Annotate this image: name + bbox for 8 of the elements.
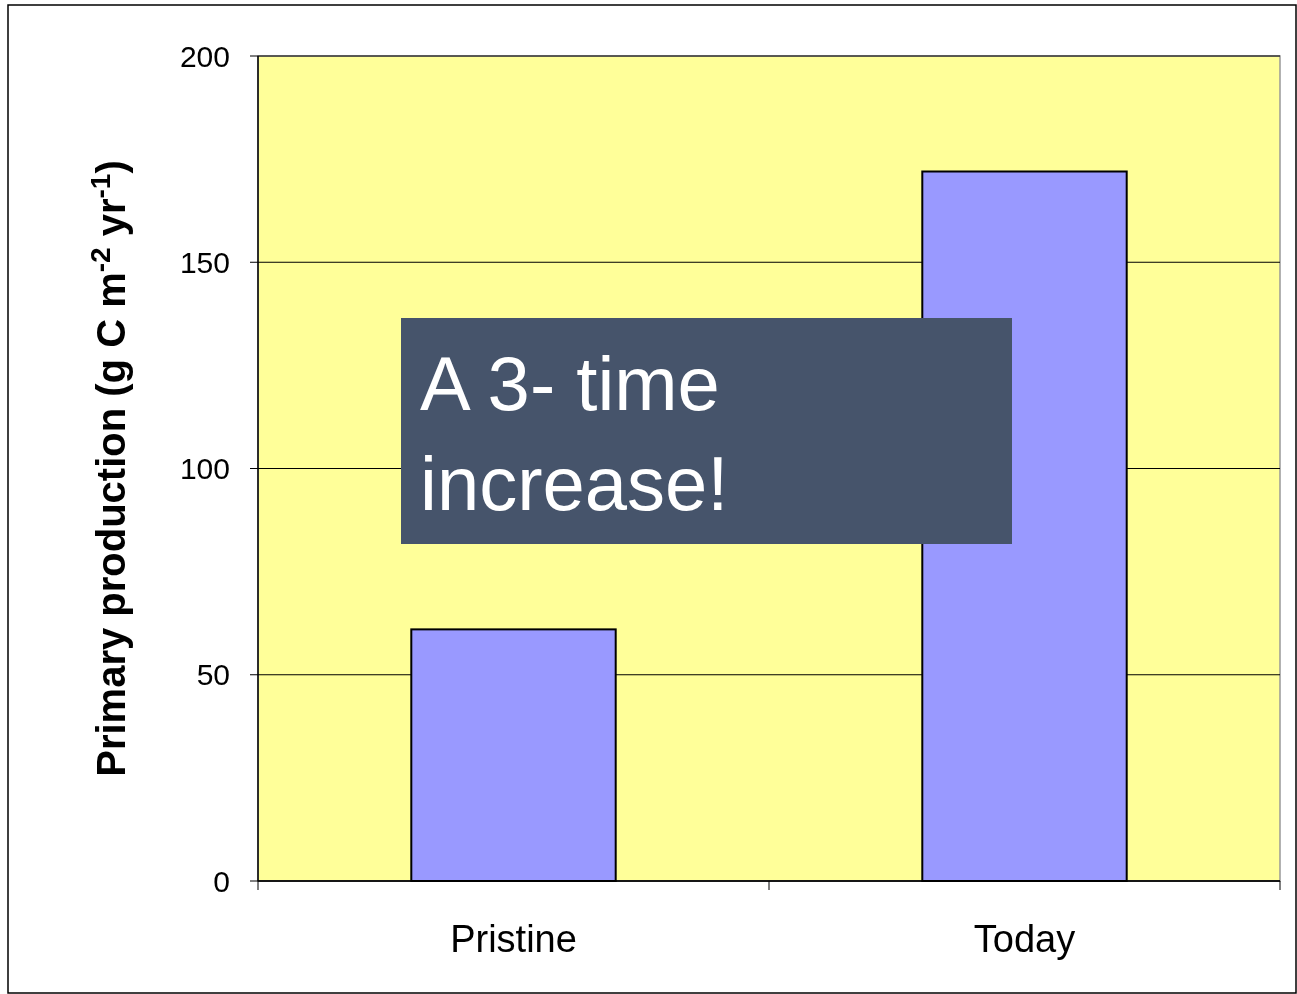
y-tick-label: 150 (179, 245, 230, 279)
x-tick-label: Today (973, 918, 1076, 960)
y-tick-label: 50 (196, 658, 230, 692)
annotation: A 3- time increase! (420, 341, 729, 526)
y-tick-label: 0 (213, 864, 230, 898)
x-tick-label: Pristine (450, 918, 577, 960)
y-tick-label: 100 (179, 452, 230, 485)
y-tick-label: 200 (179, 39, 230, 73)
